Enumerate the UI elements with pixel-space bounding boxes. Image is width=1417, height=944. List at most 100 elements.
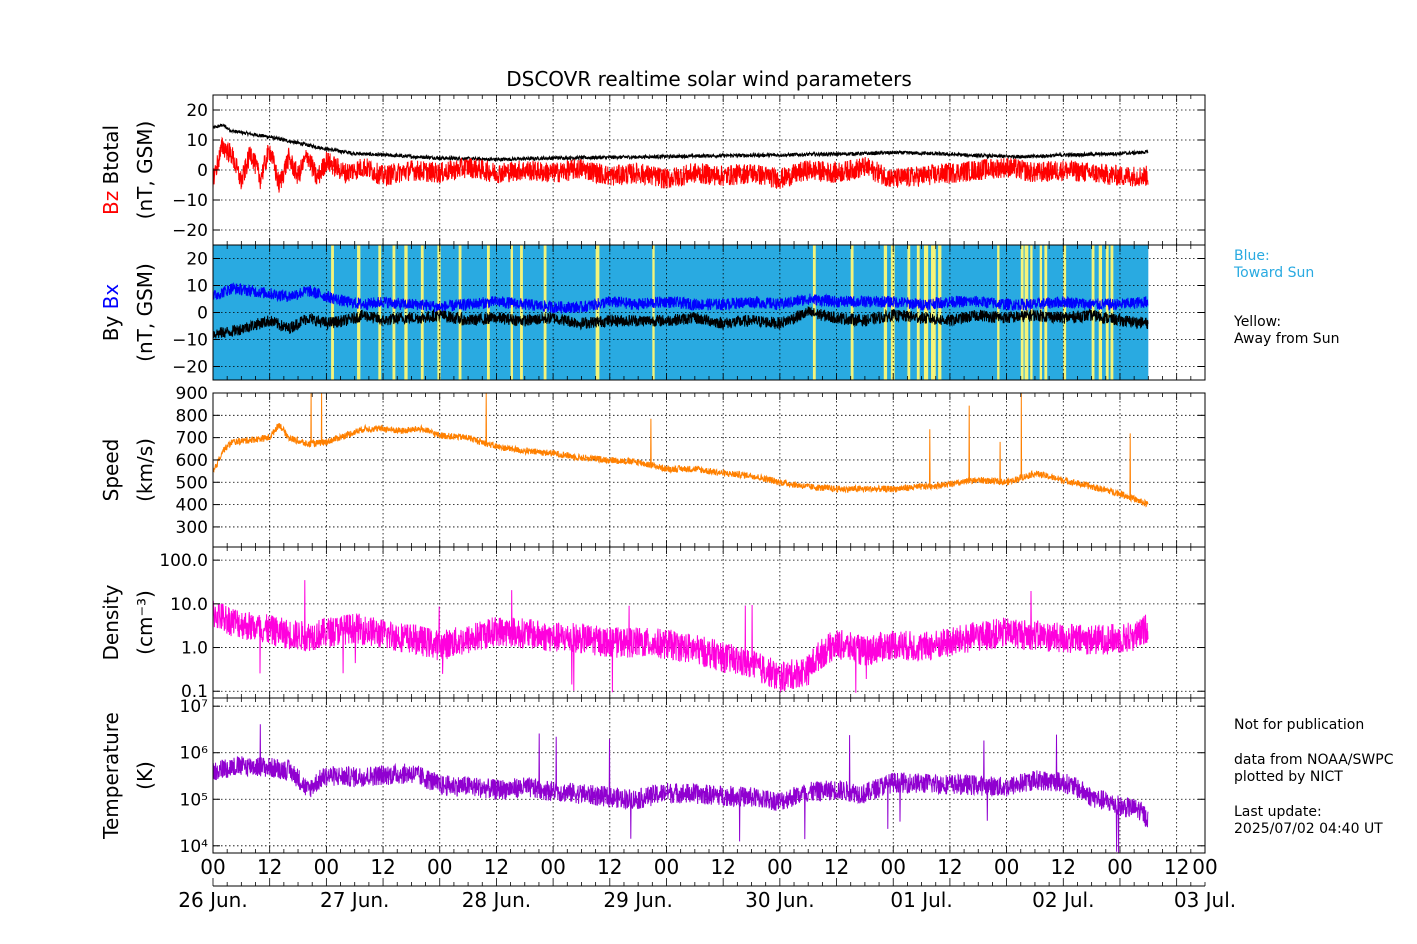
y-tick-label: 10⁷: [180, 697, 209, 717]
sector-away-band: [510, 245, 513, 380]
chart-title: DSCOVR realtime solar wind parameters: [506, 67, 912, 91]
y-axis-label-part: Temperature: [99, 712, 123, 840]
y-axis-label-density: Density: [99, 584, 123, 660]
y-tick-label: −10: [172, 191, 208, 211]
sector-away-band: [357, 245, 361, 380]
x-hour-label: 12: [370, 855, 395, 879]
x-hour-label: 12: [824, 855, 849, 879]
y-tick-label: 100.0: [159, 551, 208, 571]
x-hour-label: 00: [881, 855, 906, 879]
y-tick-label: 10: [186, 131, 208, 151]
note-plotted: plotted by NICT: [1234, 769, 1343, 785]
x-hour-label: 00: [767, 855, 792, 879]
y-axis-label-magnetic-field-z: Bz Btotal: [99, 125, 123, 215]
series-line-speed: [212, 392, 1149, 508]
y-tick-label: 10.0: [170, 595, 208, 615]
y-axis-label-part: Btotal: [99, 125, 123, 191]
sector-away-band: [437, 245, 441, 380]
panel-magnetic-field-z: 20 10 0 −10 −20 Bz Btotal (nT, GSM): [99, 94, 1206, 246]
x-hour-label: 00: [1192, 855, 1217, 879]
y-axis-units-speed: (km/s): [133, 438, 157, 502]
y-axis-units-magnetic-field-z: (nT, GSM): [133, 121, 157, 220]
y-axis-label-part: Speed: [99, 439, 123, 502]
y-tick-label: 1.0: [181, 639, 208, 659]
y-tick-label: −10: [172, 331, 208, 351]
y-axis-label-part: By: [99, 316, 123, 342]
x-date-label: 30 Jun.: [745, 888, 814, 912]
legend-yellow-label: Yellow:: [1234, 314, 1282, 330]
y-axis-units-temperature: (K): [133, 761, 157, 790]
legend-yellow-text: Away from Sun: [1234, 331, 1340, 347]
panel-frame: [212, 546, 1206, 699]
note-update-label: Last update:: [1234, 804, 1322, 820]
x-hour-label: 00: [654, 855, 679, 879]
y-axis-units-density: (cm⁻³): [133, 590, 157, 655]
y-tick-label: 0: [197, 161, 208, 181]
panel-temperature: 10⁷ 10⁶ 10⁵ 10⁴ Temperature (K): [99, 697, 1206, 857]
y-tick-label: 500: [176, 473, 208, 493]
sector-away-band: [938, 245, 942, 380]
x-hour-label: 12: [1164, 855, 1189, 879]
y-tick-label: 10⁶: [180, 744, 209, 764]
x-hour-label: 00: [200, 855, 225, 879]
sector-away-band: [378, 245, 382, 380]
x-hour-label: 12: [1051, 855, 1076, 879]
y-tick-label: 300: [176, 518, 208, 538]
x-hour-label: 12: [710, 855, 735, 879]
x-hour-label: 12: [484, 855, 509, 879]
y-axis-label-part: Bx: [99, 284, 123, 316]
sector-away-band: [458, 245, 462, 380]
y-tick-label: 10⁵: [180, 790, 208, 810]
y-tick-label: 800: [176, 406, 208, 426]
panel-density: 100.0 10.0 1.0 0.1 Density (cm⁻³): [99, 546, 1206, 702]
legend-blue-label: Blue:: [1234, 248, 1270, 264]
y-axis-label-speed: Speed: [99, 439, 123, 502]
y-tick-label: 900: [176, 384, 208, 404]
x-hour-label: 12: [937, 855, 962, 879]
sector-away-band: [1110, 245, 1114, 380]
y-tick-label: 700: [176, 429, 208, 449]
y-axis-label-part: Density: [99, 584, 123, 660]
sector-away-band: [1105, 245, 1109, 380]
y-axis-label-magnetic-field-xy: By Bx: [99, 284, 123, 342]
panel-magnetic-field-xy: 20 10 0 −10 −20 By Bx (nT, GSM): [99, 244, 1206, 381]
x-hour-label: 00: [314, 855, 339, 879]
y-tick-label: 10: [186, 277, 208, 297]
x-date-label: 26 Jun.: [178, 888, 247, 912]
y-tick-label: 10⁴: [180, 837, 209, 857]
x-hour-label: 12: [597, 855, 622, 879]
series-line-temperature: [212, 724, 1149, 854]
y-tick-label: 20: [186, 250, 208, 270]
x-date-label: 02 Jul.: [1032, 888, 1094, 912]
y-tick-label: 400: [176, 496, 208, 516]
x-date-label: 01 Jul.: [890, 888, 952, 912]
note-source: data from NOAA/SWPC: [1234, 752, 1394, 768]
x-date-label: 27 Jun.: [320, 888, 389, 912]
y-axis-units-magnetic-field-xy: (nT, GSM): [133, 263, 157, 362]
x-date-label: 29 Jun.: [603, 888, 672, 912]
sector-away-band: [486, 245, 490, 380]
series-line-bz: [212, 136, 1149, 193]
y-tick-label: −20: [172, 221, 208, 241]
series-line-bx: [212, 281, 1149, 315]
x-date-label: 28 Jun.: [462, 888, 531, 912]
legend-blue-text: Toward Sun: [1234, 265, 1315, 281]
sector-away-band: [331, 245, 334, 380]
y-axis-label-part: Bz: [99, 191, 123, 215]
x-hour-label: 12: [257, 855, 282, 879]
series-line-density: [212, 580, 1149, 693]
y-tick-label: 0: [197, 304, 208, 324]
x-hour-label: 00: [994, 855, 1019, 879]
x-hour-label: 00: [1107, 855, 1132, 879]
y-tick-label: −20: [172, 358, 208, 378]
series-line-by: [212, 306, 1149, 339]
y-axis-label-temperature: Temperature: [99, 712, 123, 840]
sector-away-band: [1030, 245, 1033, 380]
y-tick-label: 600: [176, 451, 208, 471]
note-publication: Not for publication: [1234, 717, 1365, 733]
y-tick-label: 20: [186, 101, 208, 121]
sector-away-band: [1098, 245, 1103, 380]
x-hour-label: 00: [427, 855, 452, 879]
